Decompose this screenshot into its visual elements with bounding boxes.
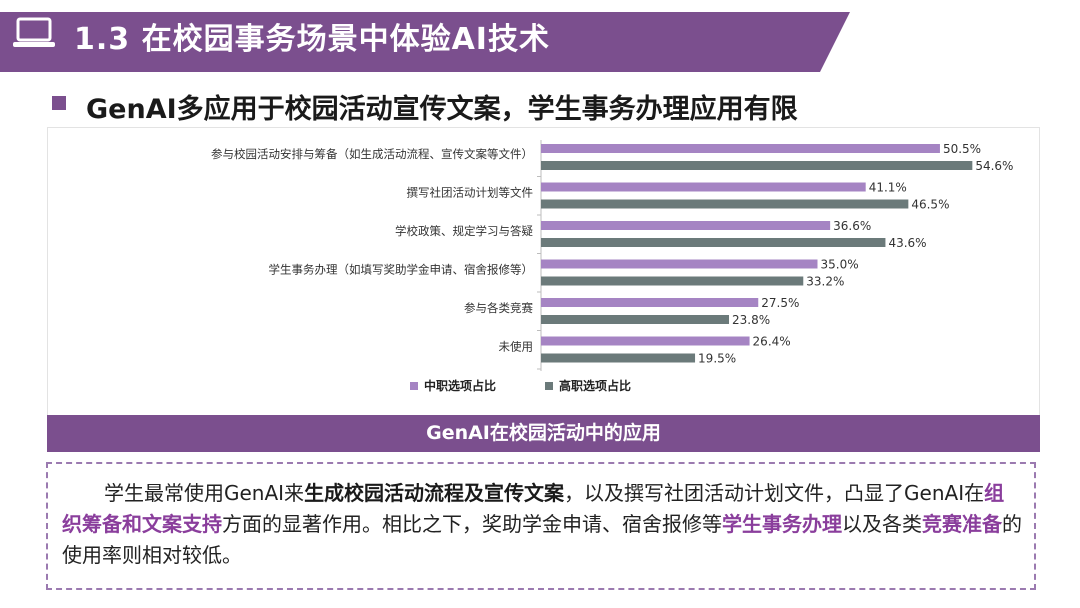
data-label: 26.4% [753, 335, 791, 349]
category-label: 参与各类竞赛 [464, 301, 533, 315]
bar-gaozhi [541, 276, 804, 286]
para-text-3: 方面的显著作用。相比之下，奖助学金申请、宿舍报修等 [222, 512, 722, 536]
subtitle: GenAI多应用于校园活动宣传文案，学生事务办理应用有限 [86, 94, 798, 125]
legend-label: 中职选项占比 [424, 378, 496, 393]
title-banner [0, 12, 850, 72]
legend-label: 高职选项占比 [559, 378, 631, 393]
legend-swatch [410, 382, 418, 390]
bar-zhongzhi [541, 298, 759, 307]
data-label: 36.6% [833, 219, 871, 233]
category-label: 撰写社团活动计划等文件 [407, 186, 534, 200]
bar-gaozhi [541, 315, 730, 324]
chart-container: 参与校园活动安排与筹备（如生成活动流程、宣传文案等文件） 50.5% 54.6% 撰写… [47, 127, 1040, 425]
bar-gaozhi [541, 199, 909, 209]
para-text-1: 学生最常使用GenAI来 [104, 481, 305, 505]
description-paragraph: 学生最常使用GenAI来生成校园活动流程及宣传文案，以及撰写社团活动计划文件，凸… [62, 478, 1022, 571]
laptop-icon [13, 17, 55, 47]
bar-zhongzhi [541, 182, 866, 192]
para-text-2: ，以及撰写社团活动计划文件，凸显了GenAI在 [564, 481, 985, 505]
para-highlight-1: 生成校园活动流程及宣传文案 [304, 481, 565, 505]
data-label: 35.0% [821, 258, 859, 272]
chart-caption: GenAI在校园活动中的应用 [47, 415, 1040, 452]
data-label: 23.8% [732, 313, 770, 327]
page-title: 1.3 在校园事务场景中体验AI技术 [74, 22, 550, 57]
bar-zhongzhi [541, 259, 818, 269]
bar-zhongzhi [541, 336, 750, 346]
category-label: 未使用 [499, 340, 534, 354]
para-highlight-2: 组织筹备和文案支持 [62, 481, 1005, 536]
bar-gaozhi [541, 238, 886, 247]
data-label: 43.6% [888, 236, 926, 250]
data-label: 33.2% [806, 275, 844, 289]
category-label: 学生事务办理（如填写奖助学金申请、宿舍报修等） [269, 263, 534, 277]
para-highlight-3: 学生事务办理 [722, 512, 842, 536]
data-label: 19.5% [698, 352, 736, 366]
bar-gaozhi [541, 161, 973, 170]
description-box [46, 462, 1036, 590]
para-highlight-4: 竞赛准备 [922, 512, 1002, 536]
data-label: 41.1% [869, 181, 907, 195]
bar-zhongzhi [541, 144, 940, 153]
para-text-5: 的使用率则相对较低。 [62, 512, 1022, 567]
data-label: 54.6% [975, 159, 1013, 173]
category-label: 学校政策、规定学习与答疑 [395, 224, 533, 238]
category-label: 参与校园活动安排与筹备（如生成活动流程、宣传文案等文件） [211, 147, 533, 161]
bar-zhongzhi [541, 221, 831, 230]
legend-swatch [545, 382, 553, 390]
bar-chart: 参与校园活动安排与筹备（如生成活动流程、宣传文案等文件） 50.5% 54.6% 撰写… [211, 140, 1013, 393]
data-label: 46.5% [911, 198, 949, 212]
bar-gaozhi [541, 353, 696, 363]
data-label: 50.5% [943, 142, 981, 156]
para-text-4: 以及各类 [842, 512, 922, 536]
data-label: 27.5% [761, 296, 799, 310]
subtitle-bullet [52, 96, 66, 110]
